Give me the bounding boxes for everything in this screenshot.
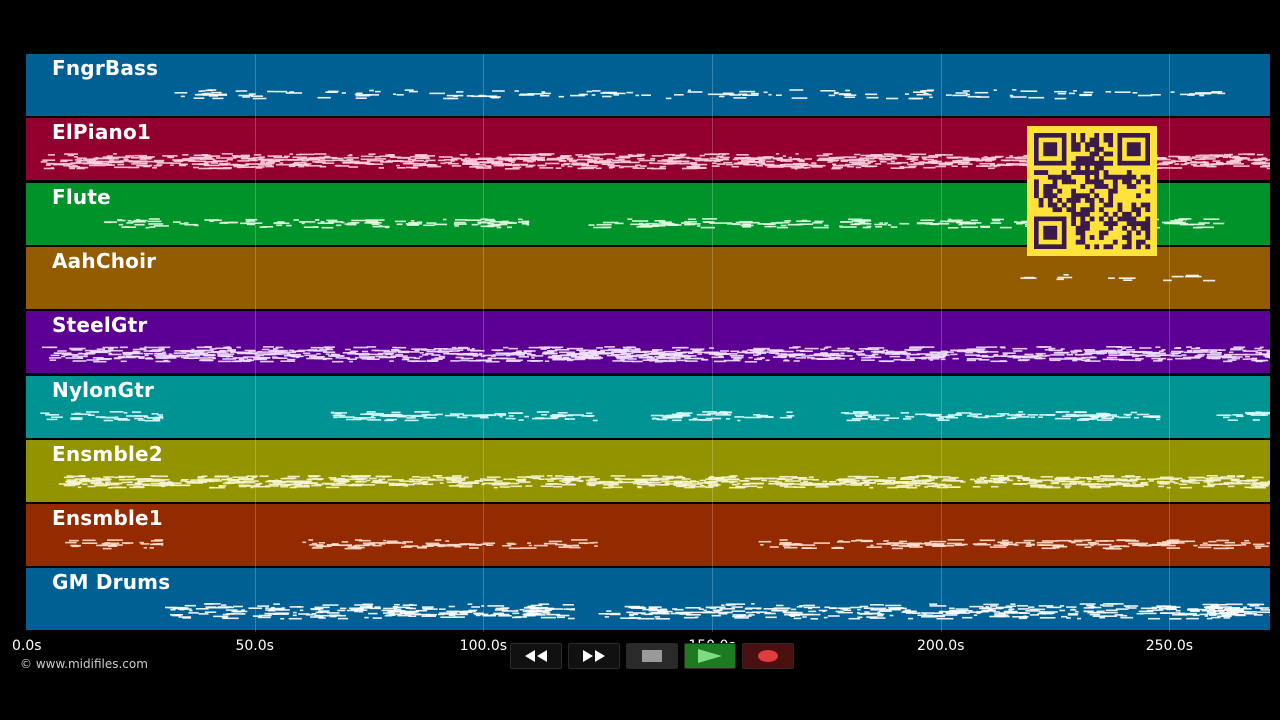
- record-icon: [758, 650, 778, 662]
- piano-roll[interactable]: FngrBass ElPiano1 Flute AahChoir SteelGtr Nyl…: [26, 54, 1270, 632]
- track-notes: [1020, 273, 1216, 282]
- play-button[interactable]: [684, 643, 736, 669]
- track-nylongtr[interactable]: NylonGtr: [26, 375, 1270, 438]
- track-notes: [40, 410, 1270, 421]
- track-notes: [58, 474, 1270, 489]
- track-label: SteelGtr: [52, 313, 148, 338]
- gridline: [254, 54, 256, 632]
- track-label: GM Drums: [52, 570, 171, 595]
- track-notes: [165, 603, 1270, 620]
- tick-label: 200.0s: [917, 638, 965, 654]
- copyright-text: © www.midifiles.com: [20, 657, 148, 671]
- track-gm-drums[interactable]: GM Drums: [26, 568, 1270, 631]
- track-label: NylonGtr: [52, 377, 155, 402]
- track-notes: [65, 539, 1270, 550]
- fast-forward-icon: [583, 650, 605, 662]
- fast-forward-button[interactable]: [568, 643, 620, 669]
- track-notes: [174, 89, 1226, 100]
- track-aahchoir[interactable]: AahChoir: [26, 246, 1270, 309]
- track-ensmble1[interactable]: Ensmble1: [26, 504, 1270, 567]
- tick-label: 250.0s: [1145, 638, 1194, 654]
- track-label: Flute: [52, 184, 111, 209]
- transport-controls: [510, 643, 794, 669]
- stop-button[interactable]: [626, 643, 678, 669]
- tick-label: 0.0s: [12, 638, 42, 654]
- track-notes: [103, 217, 1225, 229]
- record-button[interactable]: [742, 643, 794, 669]
- gridline: [712, 54, 714, 632]
- gridline: [940, 54, 942, 632]
- gridline: [1169, 54, 1171, 632]
- track-label: Ensmble1: [52, 506, 163, 531]
- gridline: [483, 54, 485, 632]
- rewind-button[interactable]: [510, 643, 562, 669]
- track-label: Ensmble2: [52, 441, 163, 466]
- tick-label: 50.0s: [235, 638, 274, 654]
- track-label: FngrBass: [52, 56, 159, 80]
- track-fngrbass[interactable]: FngrBass: [26, 54, 1270, 116]
- rewind-icon: [525, 650, 547, 662]
- track-label: ElPiano1: [52, 120, 152, 145]
- tick-label: 100.0s: [459, 638, 508, 654]
- track-label: AahChoir: [52, 248, 157, 273]
- stop-icon: [642, 650, 662, 662]
- track-ensmble2[interactable]: Ensmble2: [26, 439, 1270, 502]
- track-notes: [41, 346, 1270, 363]
- play-icon: [698, 649, 722, 663]
- qr-code-icon: [1027, 126, 1157, 256]
- track-steelgtr[interactable]: SteelGtr: [26, 311, 1270, 374]
